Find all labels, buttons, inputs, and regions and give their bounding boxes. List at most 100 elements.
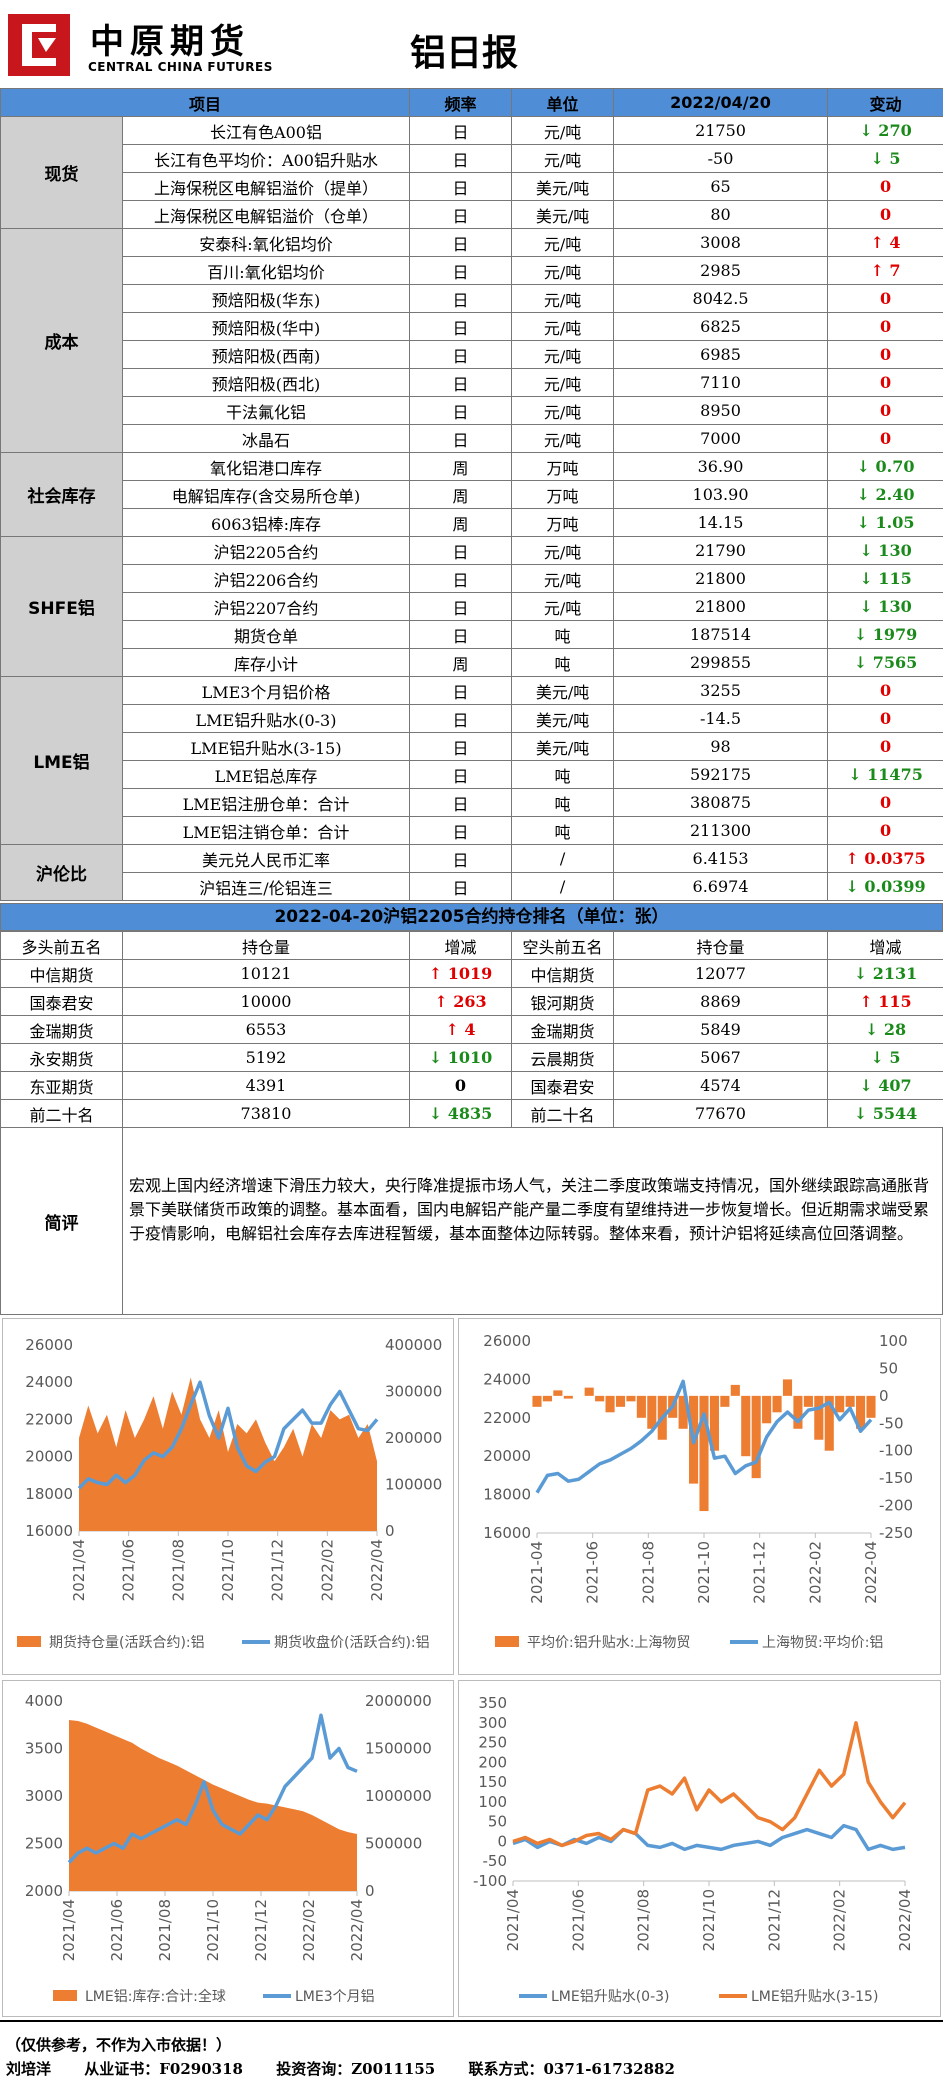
unit-cell: 元/吨 bbox=[511, 536, 615, 565]
x-tick-label: 2021-12 bbox=[751, 1541, 769, 1604]
series-bar bbox=[762, 1395, 772, 1424]
value-cell: 98 bbox=[613, 732, 829, 761]
value-cell: -14.5 bbox=[613, 704, 829, 733]
unit-cell: 万吨 bbox=[511, 452, 615, 481]
frequency-cell: 日 bbox=[409, 172, 513, 201]
table-row: 百川:氧化铝均价日元/吨 2985 ↑ 7 bbox=[1, 256, 943, 285]
item-cell: 安泰科:氧化铝均价 bbox=[121, 228, 411, 257]
frequency-cell: 日 bbox=[409, 760, 513, 789]
item-cell: 沪铝2206合约 bbox=[121, 564, 411, 593]
y-right-tick-label: 200000 bbox=[385, 1429, 442, 1447]
x-tick-label: 2021/12 bbox=[765, 1889, 783, 1951]
company-name-en: CENTRAL CHINA FUTURES bbox=[88, 60, 273, 74]
series-bar bbox=[866, 1395, 876, 1418]
change-cell: 0 bbox=[827, 340, 943, 369]
series-line bbox=[67, 1713, 358, 1864]
table-row: LME铝注册仓单：合计日吨 380875 0 bbox=[1, 788, 943, 817]
value-cell: 7000 bbox=[613, 424, 829, 453]
change-cell: ↑ 4 bbox=[827, 228, 943, 257]
series-line bbox=[512, 1721, 907, 1848]
y-left-tick-label: 3000 bbox=[25, 1787, 63, 1805]
table-row: LME铝升贴水(3-15) 日美元/吨 98 0 bbox=[1, 732, 943, 761]
change-cell: ↓ 0.70 bbox=[827, 452, 943, 481]
value-cell: 6.6974 bbox=[613, 872, 829, 901]
frequency-cell: 周 bbox=[409, 480, 513, 509]
short-position-cell: 8869 bbox=[613, 987, 828, 1016]
table-row: LME铝总库存日吨 592175 ↓ 11475 bbox=[1, 760, 943, 789]
value-cell: 103.90 bbox=[613, 480, 829, 509]
change-cell: 0 bbox=[827, 732, 943, 761]
short-position-cell: 4574 bbox=[613, 1071, 828, 1100]
item-cell: LME铝注册仓单：合计 bbox=[121, 788, 411, 817]
x-tick-label: 2021/10 bbox=[700, 1889, 718, 1951]
y-right-tick-label: 0 bbox=[385, 1522, 395, 1540]
item-cell: 沪铝2205合约 bbox=[121, 536, 411, 565]
short-change-cell: ↑ 115 bbox=[827, 987, 943, 1016]
series-bar bbox=[626, 1395, 636, 1402]
frequency-cell: 日 bbox=[409, 564, 513, 593]
series-bar bbox=[741, 1395, 751, 1457]
item-cell: 6063铝棒:库存 bbox=[121, 508, 411, 537]
short-position-cell: 77670 bbox=[613, 1099, 828, 1128]
frequency-cell: 日 bbox=[409, 788, 513, 817]
y-left-tick-label: 2000 bbox=[25, 1882, 63, 1900]
series-area bbox=[79, 1377, 377, 1531]
series-bar bbox=[553, 1390, 563, 1396]
y-left-tick-label: 18000 bbox=[25, 1485, 73, 1503]
y-right-tick-label: -250 bbox=[879, 1524, 913, 1542]
short-change-cell: ↓ 407 bbox=[827, 1071, 943, 1100]
report-header: 中原期货 CENTRAL CHINA FUTURES 铝日报 bbox=[0, 0, 943, 88]
series-bar bbox=[824, 1395, 834, 1451]
y-right-tick-label: 500000 bbox=[365, 1835, 422, 1853]
header-unit: 单位 bbox=[511, 88, 615, 117]
item-cell: 预焙阳极(华中) bbox=[121, 312, 411, 341]
ranking-row: 东亚期货 4391 0 国泰君安 4574 ↓ 407 bbox=[0, 1071, 943, 1100]
y-left-tick-label: 2500 bbox=[25, 1835, 63, 1853]
category-cell: 沪伦比 bbox=[0, 844, 123, 901]
x-tick-label: 2021-06 bbox=[584, 1541, 602, 1604]
value-cell: 6985 bbox=[613, 340, 829, 369]
long-change-cell: ↓ 1010 bbox=[409, 1043, 512, 1072]
item-cell: 上海保税区电解铝溢价（提单） bbox=[121, 172, 411, 201]
short-change-cell: ↓ 2131 bbox=[827, 959, 943, 988]
ranking-row: 前二十名 73810 ↓ 4835 前二十名 77670 ↓ 5544 bbox=[0, 1099, 943, 1128]
unit-cell: 吨 bbox=[511, 788, 615, 817]
table-row: LME铝升贴水(0-3) 日美元/吨 -14.5 0 bbox=[1, 704, 943, 733]
footer-license: 从业证书：F0290318 bbox=[84, 2060, 243, 2078]
item-cell: LME铝升贴水(3-15) bbox=[121, 732, 411, 761]
value-cell: 6.4153 bbox=[613, 844, 829, 873]
long-broker-cell: 金瑞期货 bbox=[0, 1015, 123, 1044]
unit-cell: 吨 bbox=[511, 760, 615, 789]
x-tick-label: 2021/06 bbox=[108, 1899, 126, 1961]
item-cell: 上海保税区电解铝溢价（仓单） bbox=[121, 200, 411, 229]
frequency-cell: 周 bbox=[409, 508, 513, 537]
item-cell: 美元兑人民币汇率 bbox=[121, 844, 411, 873]
header-change: 变动 bbox=[827, 88, 943, 117]
ranking-title: 2022-04-20沪铝2205合约持仓排名（单位：张） bbox=[0, 903, 943, 931]
change-cell: ↓ 2.40 bbox=[827, 480, 943, 509]
series-bar bbox=[584, 1387, 594, 1396]
value-cell: 7110 bbox=[613, 368, 829, 397]
frequency-cell: 日 bbox=[409, 340, 513, 369]
chart-lme-stock-vs-price: 2000 2500 3000 3500 4000 0 500000 1000000 150000… bbox=[25, 1692, 432, 2005]
legend-label: 平均价:铝升贴水:上海物贸 bbox=[527, 1635, 690, 1651]
series-bar bbox=[699, 1395, 709, 1512]
y-left-tick-label: 24000 bbox=[483, 1370, 531, 1388]
item-cell: LME3个月铝价格 bbox=[121, 676, 411, 705]
change-cell: ↓ 270 bbox=[827, 116, 943, 145]
main-data-table: 项目 频率 单位 2022/04/20 变动 现货 长江有色A00铝日元/吨 217… bbox=[0, 88, 943, 901]
series-bar bbox=[636, 1395, 646, 1418]
footer-author: 刘培洋 bbox=[6, 2060, 52, 2078]
x-tick-label: 2021/06 bbox=[569, 1889, 587, 1951]
short-position-cell: 5849 bbox=[613, 1015, 828, 1044]
y-left-tick-label: 26000 bbox=[483, 1332, 531, 1350]
y-right-tick-label: 100000 bbox=[385, 1476, 442, 1494]
ranking-header-short-chg: 增减 bbox=[827, 931, 943, 960]
change-cell: ↓ 115 bbox=[827, 564, 943, 593]
y-right-tick-label: 1000000 bbox=[365, 1787, 432, 1805]
unit-cell: / bbox=[511, 844, 615, 873]
x-tick-label: 2021/08 bbox=[635, 1889, 653, 1951]
table-row: 库存小计周吨 299855 ↓ 7565 bbox=[1, 648, 943, 677]
footer-disclaimer: （仅供参考，不作为入市依据！） bbox=[6, 2036, 232, 2054]
